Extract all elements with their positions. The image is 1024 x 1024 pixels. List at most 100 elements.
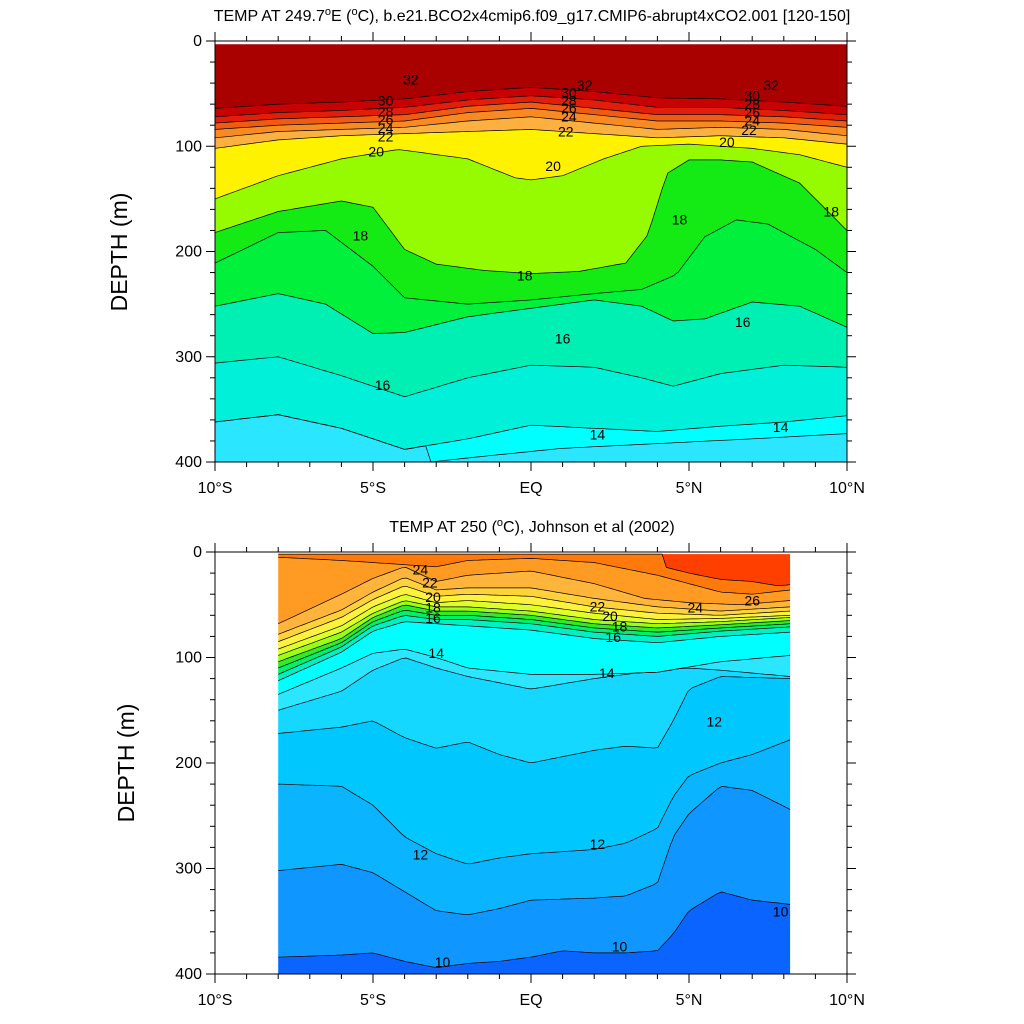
contour-label: 14 [428, 645, 444, 661]
contour-label: 18 [353, 228, 369, 244]
contour-label: 20 [602, 608, 618, 624]
contour-label: 20 [368, 143, 384, 159]
x-tick-label: 5°N [676, 992, 703, 1009]
isotherm-16 [214, 293, 848, 334]
contour-label: 28 [561, 93, 577, 109]
isotherm-lines [278, 553, 791, 968]
x-tick-label: 5°N [676, 480, 703, 497]
contour-label: 26 [744, 104, 760, 120]
fill-band-16_15 [278, 621, 791, 695]
isotherm-21 [278, 594, 791, 650]
axes: 10°S 5°S EQ 5°N 10°N 0 100 200 300 400 [175, 32, 865, 497]
fill-band-18_band [215, 159, 847, 305]
fill-band-12_11 [278, 739, 791, 915]
fill-band-20_19 [278, 600, 791, 662]
isotherm-10 [278, 891, 791, 968]
fill-band-17_16 [278, 615, 791, 681]
contour-label: 22 [378, 129, 394, 145]
contour-label: 28 [744, 96, 760, 112]
panel-title: TEMP AT 249.7oE (oC), b.e21.BCO2x4cmip6.… [214, 6, 851, 25]
isotherm-16 [214, 356, 848, 398]
contour-label: 18 [672, 212, 688, 228]
fill-band-14_upper [215, 414, 847, 462]
observation-panel: TEMP AT 250 (oC), Johnson et al (2002) D… [113, 517, 865, 1009]
isotherm-26 [214, 108, 848, 130]
contour-label: 28 [378, 103, 394, 119]
x-tick-label: 10°N [829, 480, 865, 497]
fill-band-25_24 [278, 557, 791, 624]
y-tick-label: 300 [175, 349, 202, 366]
temperature-fill [278, 554, 791, 974]
contour-label: 14 [590, 426, 606, 442]
fill-band-11_10 [278, 786, 791, 968]
contour-label: 26 [744, 592, 760, 608]
fill-band-16_upper [215, 293, 847, 397]
y-tick-label: 0 [193, 544, 202, 561]
contour-label: 16 [375, 377, 391, 393]
contour-label: 12 [707, 714, 723, 730]
contour-label: 12 [413, 847, 429, 863]
contour-label: 20 [719, 134, 735, 150]
contour-label: 30 [378, 93, 394, 109]
x-tick-label: 10°S [198, 992, 233, 1009]
y-tick-label: 100 [175, 650, 202, 667]
x-tick-label: 10°S [198, 480, 233, 497]
contour-label: 22 [590, 599, 606, 615]
fill-band-19_18 [278, 605, 791, 668]
isotherm-23 [278, 577, 791, 635]
temperature-fill [215, 44, 847, 462]
fill-band-above_26 [278, 554, 791, 586]
y-axis-label: DEPTH (m) [113, 704, 139, 823]
y-tick-label: 200 [175, 755, 202, 772]
contour-label: 32 [577, 77, 593, 93]
isotherm-28 [214, 101, 848, 124]
contour-label: 32 [403, 72, 419, 88]
fill-band-22_21 [278, 586, 791, 650]
isotherm-24 [214, 116, 848, 139]
y-axis-label: DEPTH (m) [106, 193, 132, 312]
contour-label: 24 [561, 109, 577, 125]
isotherm-11 [278, 786, 791, 916]
contour-label: 18 [517, 268, 533, 284]
fill-band-18_17 [278, 610, 791, 675]
fill-band-above_32 [215, 44, 847, 109]
x-tick-label: 10°N [829, 992, 865, 1009]
contour-label: 22 [558, 123, 574, 139]
contour-label: 20 [425, 589, 441, 605]
model-panel: TEMP AT 249.7oE (oC), b.e21.BCO2x4cmip6.… [106, 6, 865, 497]
fill-band-23_22 [278, 578, 791, 642]
isotherm-24 [278, 567, 791, 625]
isotherm-20 [278, 600, 791, 656]
contour-label: 16 [735, 314, 751, 330]
isotherm-17 [278, 615, 791, 675]
contour-label: 18 [425, 600, 441, 616]
isotherm-19 [278, 604, 791, 663]
isotherm-32 [214, 86, 848, 109]
contour-label: 10 [612, 938, 628, 954]
contour-label: 16 [605, 629, 621, 645]
contour-label: 12 [590, 836, 606, 852]
fill-band-22_20 [215, 129, 847, 199]
isotherm-18 [214, 219, 848, 305]
fill-band-24_22 [215, 116, 847, 149]
panel-title: TEMP AT 250 (oC), Johnson et al (2002) [389, 517, 674, 536]
isotherm-22 [278, 585, 791, 643]
y-tick-label: 0 [193, 33, 202, 50]
contour-label: 26 [378, 112, 394, 128]
y-tick-label: 400 [175, 966, 202, 983]
contour-label: 20 [545, 158, 561, 174]
isotherm-20 [214, 143, 848, 200]
fill-band-16_lower [215, 356, 847, 450]
contour-label: 30 [744, 88, 760, 104]
contour-labels: 3230282624222032302826242220323028262422… [353, 72, 840, 443]
fill-band-15_14 [278, 649, 791, 711]
y-tick-label: 200 [175, 244, 202, 261]
isotherm-16 [278, 621, 791, 682]
isotherm-14 [278, 657, 791, 711]
fill-band-below_10 [278, 892, 791, 974]
x-tick-label: EQ [519, 480, 542, 497]
fill-band-18_16 [215, 219, 847, 334]
fill-band-21_20 [278, 594, 791, 656]
contour-label: 22 [422, 574, 438, 590]
